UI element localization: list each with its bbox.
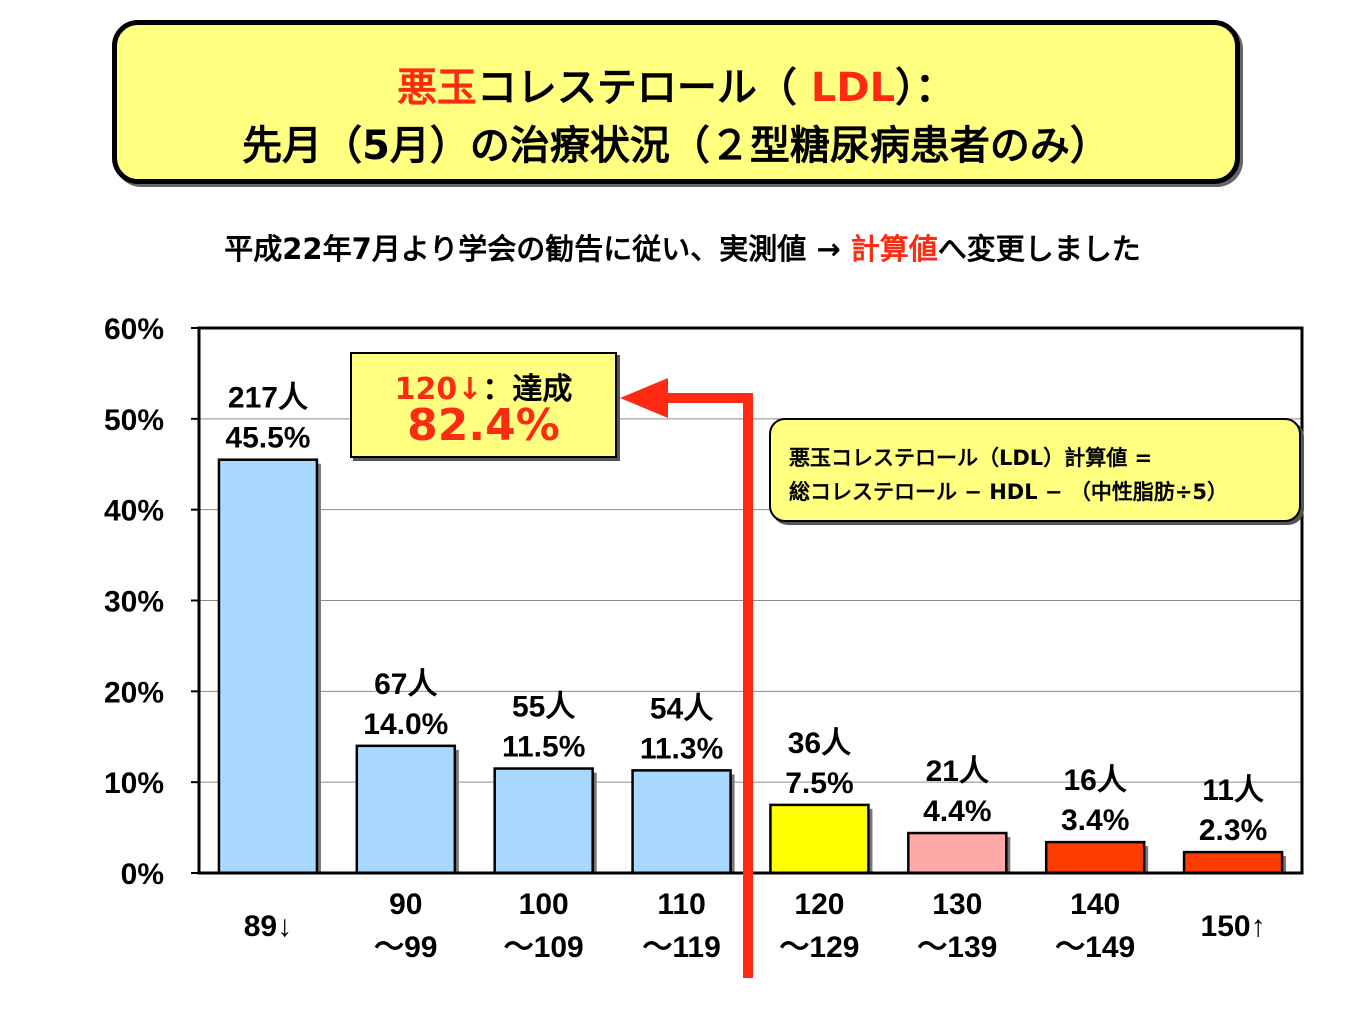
- x-tick-label: ～109: [504, 931, 584, 964]
- x-tick-label: 140: [1070, 888, 1120, 921]
- x-tick-label: 110: [657, 888, 705, 921]
- y-tick-label: 20%: [104, 676, 164, 709]
- bar: [217, 458, 319, 875]
- threshold-arrow-head: [620, 378, 668, 418]
- title-ldl: LDL: [810, 65, 896, 111]
- x-tick-label: 90: [389, 888, 422, 921]
- title-text: コレステロール（: [476, 65, 811, 111]
- bar: [769, 803, 870, 875]
- bar-percent-label: 7.5%: [785, 767, 853, 800]
- threshold-arrow-line: [660, 393, 753, 978]
- title-highlight: 悪玉: [396, 65, 477, 111]
- x-tick-label: 89↓: [244, 910, 292, 943]
- y-tick-label: 30%: [104, 586, 164, 619]
- bar-percent-label: 45.5%: [225, 422, 310, 455]
- title-line-2: 先月（5月）の治療状況（２型糖尿病患者のみ）: [242, 123, 1110, 169]
- subtitle: 平成22年7月より学会の勧告に従い、実測値 → 計算値へ変更しました: [0, 226, 1365, 268]
- bar-percent-label: 11.5%: [502, 731, 585, 764]
- y-tick-label: 40%: [104, 495, 164, 528]
- y-tick-label: 60%: [104, 313, 164, 346]
- subtitle-arrow: →: [816, 232, 851, 266]
- bar-percent-label: 11.3%: [640, 732, 723, 765]
- achievement-box: 120↓：達成 82.4%: [350, 352, 617, 458]
- achievement-value: 82.4%: [407, 400, 560, 451]
- bar-count-label: 11人: [1202, 774, 1264, 807]
- x-tick-label: 100: [519, 888, 569, 921]
- bar-percent-label: 2.3%: [1199, 814, 1267, 847]
- achievement-threshold: 120↓: [394, 372, 483, 407]
- achievement-text: ：達成: [482, 372, 573, 407]
- y-tick-label: 10%: [104, 767, 164, 800]
- y-tick-label: 0%: [121, 858, 164, 891]
- bar: [631, 769, 732, 875]
- bar-count-label: 21人: [926, 755, 989, 788]
- x-tick-label: 150↑: [1201, 910, 1266, 943]
- x-tick-label: ～129: [779, 931, 859, 964]
- bar: [1182, 850, 1284, 875]
- x-tick-label: 120: [794, 888, 844, 921]
- bar-count-label: 36人: [788, 727, 851, 760]
- x-tick-label: ～99: [374, 931, 437, 964]
- formula-line-2: 総コレステロール − HDL − （中性脂肪÷5）: [789, 480, 1229, 504]
- title-line-1: 悪玉コレステロール（ LDL）：: [117, 55, 1235, 113]
- formula-line-1: 悪玉コレステロール（LDL）計算値 =: [789, 446, 1153, 470]
- x-tick-label: ～149: [1055, 931, 1135, 964]
- x-tick-label: ～119: [642, 931, 720, 964]
- bar-percent-label: 3.4%: [1061, 804, 1129, 837]
- bar: [1044, 840, 1146, 875]
- subtitle-after: へ変更しました: [937, 232, 1141, 266]
- title-box: 悪玉コレステロール（ LDL）： 先月（5月）の治療状況（２型糖尿病患者のみ）: [112, 20, 1240, 184]
- achievement-label: 120↓：達成: [352, 364, 615, 408]
- y-tick-label: 50%: [104, 404, 164, 437]
- bar-count-label: 67人: [374, 668, 437, 701]
- bar: [355, 744, 457, 875]
- bar-percent-label: 14.0%: [363, 708, 448, 741]
- bar-percent-label: 4.4%: [923, 795, 991, 828]
- bar-count-label: 54人: [650, 692, 713, 725]
- x-tick-label: ～139: [917, 931, 997, 964]
- title-text-end: ）：: [895, 65, 956, 111]
- formula-box: 悪玉コレステロール（LDL）計算値 = 総コレステロール − HDL − （中性…: [769, 418, 1301, 522]
- subtitle-before: 平成22年7月より学会の勧告に従い、実測値: [224, 232, 817, 266]
- x-tick-label: 130: [932, 888, 982, 921]
- subtitle-highlight: 計算値: [850, 232, 938, 266]
- bar-count-label: 217人: [228, 382, 308, 415]
- bar: [493, 767, 594, 875]
- bar-count-label: 16人: [1064, 764, 1127, 797]
- bar: [907, 831, 1008, 875]
- bar-count-label: 55人: [512, 691, 575, 724]
